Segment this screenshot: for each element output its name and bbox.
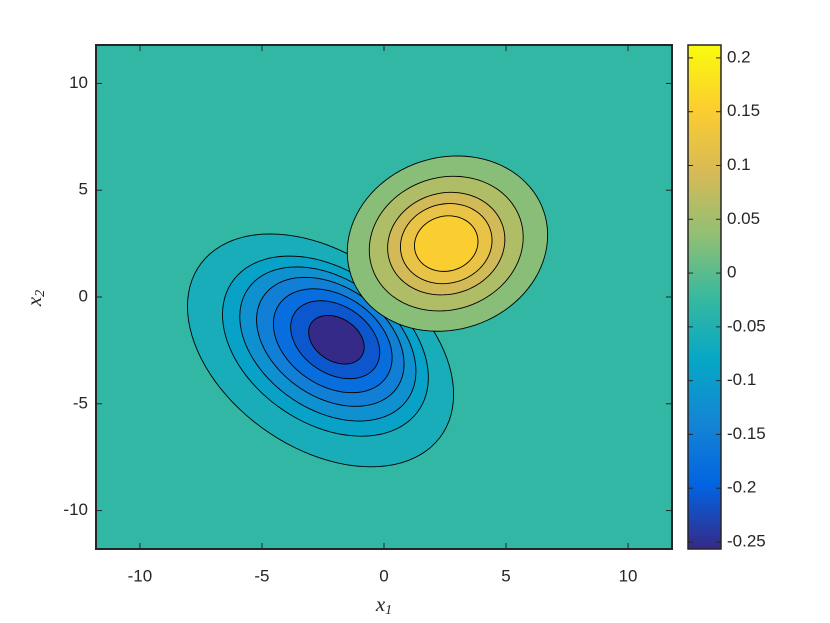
colorbar-tick-label: -0.25	[727, 531, 766, 550]
x-axis-label: x1	[375, 592, 392, 618]
colorbar-tick-label: 0.15	[727, 101, 760, 120]
y-tick-label: 0	[79, 286, 88, 305]
contour	[414, 215, 479, 272]
colorbar-tick-label: -0.2	[727, 478, 756, 497]
y-axis-label-subscript: 2	[33, 290, 48, 297]
y-axis-label-text: x	[22, 296, 46, 307]
colorbar-tick-label: 0	[727, 263, 736, 282]
colorbar-tick-label: -0.05	[727, 316, 766, 335]
y-tick-label: 5	[79, 180, 88, 199]
y-tick-label: -10	[63, 500, 88, 519]
x-tick-label: 0	[379, 566, 388, 585]
x-axis-label-subscript: 1	[385, 603, 392, 618]
x-axis-label-text: x	[375, 592, 386, 616]
colorbar-tick-label: 0.2	[727, 47, 751, 66]
plot-area	[96, 45, 672, 549]
colorbar	[687, 44, 722, 550]
x-tick-label: -5	[254, 566, 269, 585]
y-tick-label: -5	[73, 393, 88, 412]
colorbar-tick-label: 0.05	[727, 209, 760, 228]
contour	[308, 314, 365, 365]
x-tick-label: 10	[619, 566, 638, 585]
x-tick-label: 5	[501, 566, 510, 585]
y-tick-label: 10	[69, 73, 88, 92]
colorbar-tick-label: -0.1	[727, 370, 756, 389]
x-tick-label: -10	[128, 566, 153, 585]
colorbar-tick-label: 0.1	[727, 155, 751, 174]
colorbar-tick-label: -0.15	[727, 424, 766, 443]
y-axis-label: x2	[22, 290, 48, 307]
